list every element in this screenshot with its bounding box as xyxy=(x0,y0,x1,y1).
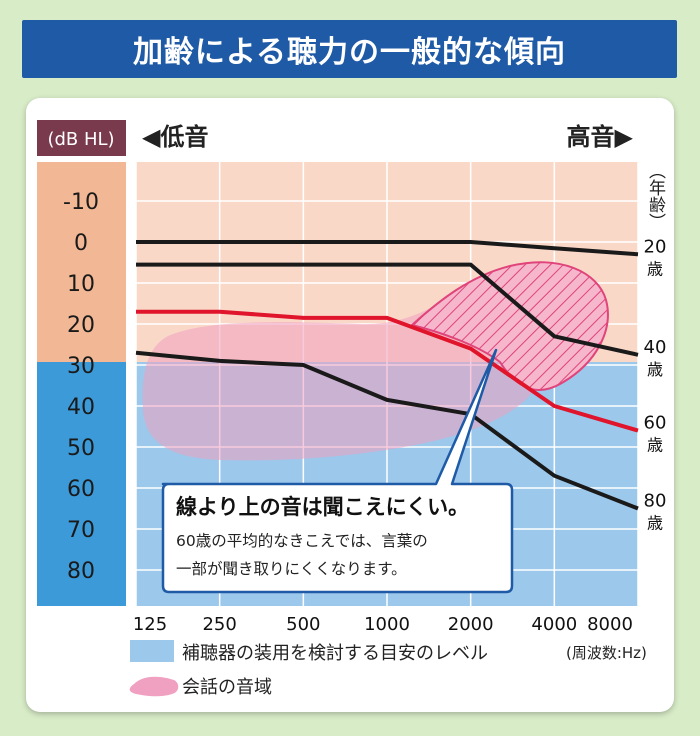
high-pitch-label: 高音▶ xyxy=(567,123,634,151)
legend-speech-swatch xyxy=(129,676,179,697)
y-tick-label: 30 xyxy=(67,354,95,379)
y-tick-label: 60 xyxy=(67,477,95,502)
series-lines xyxy=(135,240,639,511)
legend-hearing-aid-label: 補聴器の装用を検討する目安のレベル xyxy=(182,643,488,664)
y-axis-upper-band xyxy=(37,162,126,362)
callout-box xyxy=(161,348,514,594)
x-tick-label: 500 xyxy=(286,614,320,635)
series-line-1 xyxy=(136,240,639,257)
series-line-4 xyxy=(135,350,639,511)
y-tick-label: 10 xyxy=(67,272,95,297)
callout-line-2: 一部が聞き取りにくくなります。 xyxy=(176,560,407,578)
callout-headline: 線より上の音は聞こえにくい。 xyxy=(176,495,469,519)
y-tick-label: -10 xyxy=(63,190,99,215)
y-tick-label: 50 xyxy=(67,436,95,461)
age-label-unit: 歳 xyxy=(647,259,663,278)
chart-title: 加齢による聴力の一般的な傾向 xyxy=(22,20,677,78)
y-tick-labels: -10 0 10 20 30 40 50 60 70 80 xyxy=(63,190,99,584)
y-tick-label: 20 xyxy=(67,313,95,338)
y-axis-lower-band xyxy=(37,362,126,606)
unit-label-box xyxy=(37,120,126,156)
age-axis-label: （年齢） xyxy=(645,162,666,230)
age-label-number: 80 xyxy=(644,491,667,512)
age-label-unit: 歳 xyxy=(647,360,663,379)
x-tick-label: 2000 xyxy=(448,614,494,635)
series-line-3 xyxy=(136,309,639,433)
x-tick-label: 1000 xyxy=(364,614,410,635)
x-tick-label: 250 xyxy=(202,614,236,635)
age-label-unit: 歳 xyxy=(647,514,663,533)
low-pitch-label: ◀低音 xyxy=(142,123,208,151)
callout-line-1: 60歳の平均的なきこえでは、言葉の xyxy=(176,532,428,550)
x-tick-label: 4000 xyxy=(531,614,577,635)
age-labels: 20 歳 40 歳 60 歳 80 歳 xyxy=(644,236,667,532)
age-label-number: 20 xyxy=(644,236,667,257)
unit-label: (dB HL) xyxy=(47,129,114,150)
frequency-unit-label: (周波数:Hz) xyxy=(566,644,647,662)
x-tick-labels: 125 250 500 1000 2000 4000 8000 xyxy=(133,614,633,635)
age-label-number: 40 xyxy=(644,337,667,358)
x-tick-label: 8000 xyxy=(587,614,633,635)
y-tick-label: 40 xyxy=(67,395,95,420)
hard-to-hear-speech-area xyxy=(409,261,609,391)
age-label-unit: 歳 xyxy=(647,436,663,455)
series-line-2 xyxy=(136,262,639,357)
legend-hearing-aid-swatch xyxy=(130,640,174,662)
age-label-number: 60 xyxy=(644,413,667,434)
y-tick-label: 80 xyxy=(67,559,95,584)
x-tick-label: 125 xyxy=(133,614,167,635)
legend-speech-label: 会話の音域 xyxy=(182,677,272,698)
y-tick-label: 70 xyxy=(67,518,95,543)
y-tick-label: 0 xyxy=(74,231,88,256)
